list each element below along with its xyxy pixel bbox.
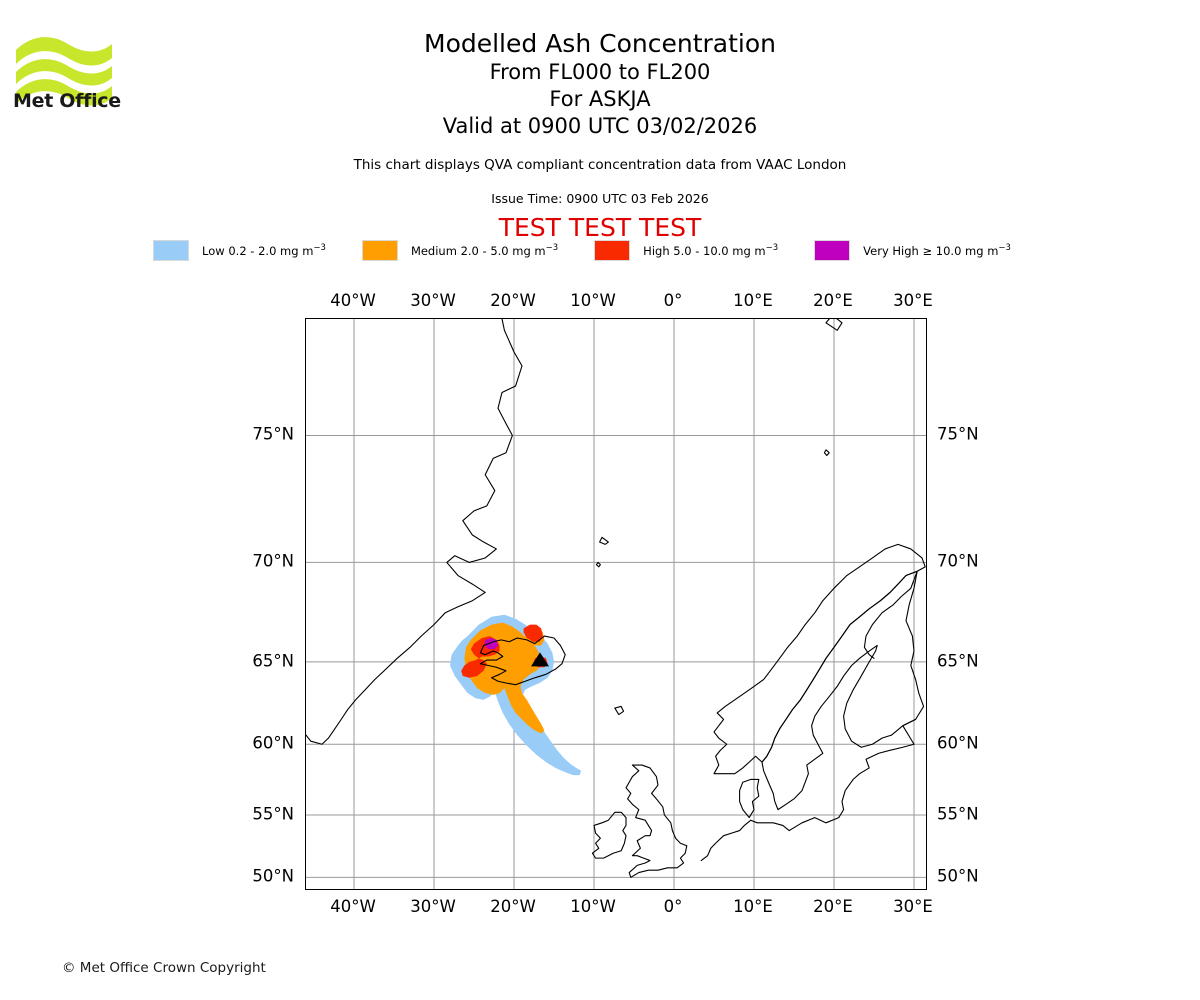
lon-tick-bottom-2: 20°W — [490, 897, 536, 916]
page-title: Modelled Ash Concentration From FL000 to… — [0, 28, 1200, 140]
lat-tick-left-3: 65°N — [252, 651, 294, 671]
ash-concentration-map[interactable] — [305, 318, 927, 890]
map-canvas — [306, 319, 926, 889]
concentration-legend: Low 0.2 - 2.0 mg m−3 Medium 2.0 - 5.0 mg… — [0, 240, 1200, 261]
copyright-notice: © Met Office Crown Copyright — [62, 960, 266, 976]
legend-label-low: Low 0.2 - 2.0 mg m−3 — [202, 242, 326, 258]
issue-time-label: Issue Time: 0900 UTC 03 Feb 2026 — [491, 191, 709, 206]
lon-tick-top-2: 20°W — [490, 291, 536, 310]
legend-item-low: Low 0.2 - 2.0 mg m−3 — [153, 240, 362, 261]
lat-tick-right-4: 70°N — [937, 551, 979, 571]
lon-tick-bottom-6: 20°E — [813, 897, 853, 916]
legend-text-low: Low 0.2 - 2.0 mg m — [202, 243, 314, 258]
legend-exponent-medium: −3 — [545, 242, 559, 253]
title-line-3: For ASKJA — [549, 87, 651, 111]
test-banner: TEST TEST TEST — [498, 213, 702, 242]
lon-tick-top-1: 30°W — [410, 291, 456, 310]
lon-tick-bottom-5: 10°E — [733, 897, 773, 916]
legend-label-high: High 5.0 - 10.0 mg m−3 — [643, 242, 779, 258]
legend-exponent-very-high: −3 — [998, 242, 1011, 253]
legend-item-medium: Medium 2.0 - 5.0 mg m−3 — [361, 240, 594, 261]
lon-tick-bottom-7: 30°E — [893, 897, 933, 916]
lat-tick-left-5: 75°N — [252, 424, 294, 444]
lon-tick-top-4: 0° — [663, 291, 683, 310]
lon-tick-top-7: 30°E — [893, 291, 933, 310]
lon-tick-bottom-3: 10°W — [570, 897, 616, 916]
lon-tick-bottom-1: 30°W — [410, 897, 456, 916]
lon-tick-top-5: 10°E — [733, 291, 773, 310]
title-line-2: From FL000 to FL200 — [489, 60, 711, 84]
legend-item-very-high: Very High ≥ 10.0 mg m−3 — [814, 240, 1047, 261]
met-office-logo — [14, 28, 124, 113]
lon-tick-bottom-4: 0° — [663, 897, 683, 916]
legend-item-high: High 5.0 - 10.0 mg m−3 — [594, 240, 814, 261]
lat-tick-left-2: 60°N — [252, 733, 294, 753]
lat-tick-left-4: 70°N — [252, 551, 294, 571]
legend-swatch-very-high — [814, 240, 851, 261]
legend-swatch-medium — [361, 240, 398, 261]
lat-tick-left-0: 50°N — [252, 866, 294, 886]
legend-label-very-high: Very High ≥ 10.0 mg m−3 — [863, 242, 1011, 258]
lat-tick-right-0: 50°N — [937, 866, 979, 886]
legend-swatch-high — [594, 240, 631, 261]
lat-tick-left-1: 55°N — [252, 804, 294, 824]
lat-tick-right-3: 65°N — [937, 651, 979, 671]
lat-tick-right-2: 60°N — [937, 733, 979, 753]
legend-exponent-high: −3 — [765, 242, 779, 253]
title-line-4: Valid at 0900 UTC 03/02/2026 — [442, 114, 758, 138]
legend-text-very-high: Very High ≥ 10.0 mg m — [863, 243, 999, 258]
lat-tick-right-5: 75°N — [937, 424, 979, 444]
lon-tick-top-0: 40°W — [330, 291, 376, 310]
legend-text-medium: Medium 2.0 - 5.0 mg m — [410, 243, 546, 258]
lon-tick-bottom-0: 40°W — [330, 897, 376, 916]
lon-tick-top-6: 20°E — [813, 291, 853, 310]
met-office-logo-text: Met Office — [13, 90, 121, 112]
lat-tick-right-1: 55°N — [937, 804, 979, 824]
legend-exponent-low: −3 — [313, 242, 326, 253]
title-line-1: Modelled Ash Concentration — [424, 29, 776, 58]
lon-tick-top-3: 10°W — [570, 291, 616, 310]
legend-text-high: High 5.0 - 10.0 mg m — [643, 243, 766, 258]
legend-swatch-low — [153, 240, 190, 261]
legend-label-medium: Medium 2.0 - 5.0 mg m−3 — [410, 242, 559, 258]
qva-compliance-note: This chart displays QVA compliant concen… — [353, 157, 847, 173]
